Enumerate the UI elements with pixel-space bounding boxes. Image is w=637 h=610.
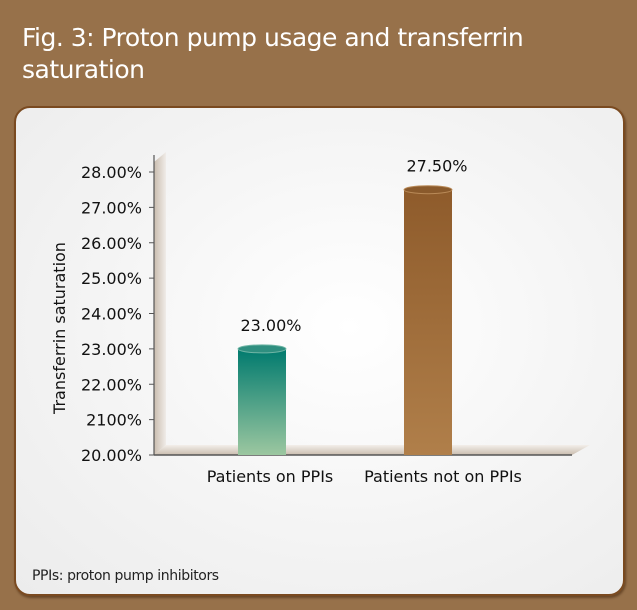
- y-tick-label: 22.00%: [81, 375, 142, 394]
- bar-cap: [403, 185, 453, 195]
- bar-on-ppis: [238, 348, 286, 455]
- y-tick-label: 24.00%: [81, 305, 142, 324]
- x-tick-label: Patients not on PPIs: [364, 467, 522, 486]
- bar-not-on-ppis: [404, 189, 452, 455]
- data-label: 23.00%: [240, 316, 301, 335]
- footnote: PPIs: proton pump inhibitors: [32, 568, 219, 584]
- figure-title: Fig. 3: Proton pump usage and transferri…: [22, 23, 524, 84]
- y-tick-label: 23.00%: [81, 340, 142, 359]
- x-tick-label: Patients on PPIs: [207, 467, 334, 486]
- side-wall: [154, 152, 166, 455]
- y-tick-label: 25.00%: [81, 269, 142, 288]
- data-label: 27.50%: [406, 157, 467, 176]
- y-tick-label: 27.00%: [81, 198, 142, 217]
- y-tick-label: 26.00%: [81, 234, 142, 253]
- y-tick-label: 20.00%: [81, 446, 142, 465]
- chart-panel: [14, 106, 625, 596]
- floor: [154, 445, 590, 455]
- y-tick-label: 28.00%: [81, 163, 142, 182]
- y-tick-label: 2100%: [86, 411, 142, 430]
- bar-cap: [237, 344, 287, 354]
- y-axis-title: Transferrin saturation: [50, 242, 69, 415]
